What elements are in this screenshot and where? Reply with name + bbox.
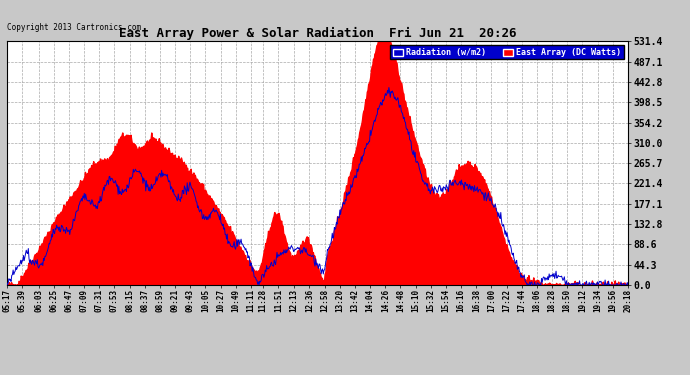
Title: East Array Power & Solar Radiation  Fri Jun 21  20:26: East Array Power & Solar Radiation Fri J… [119, 27, 516, 40]
Text: Copyright 2013 Cartronics.com: Copyright 2013 Cartronics.com [7, 22, 141, 32]
Legend: Radiation (w/m2), East Array (DC Watts): Radiation (w/m2), East Array (DC Watts) [391, 45, 624, 59]
